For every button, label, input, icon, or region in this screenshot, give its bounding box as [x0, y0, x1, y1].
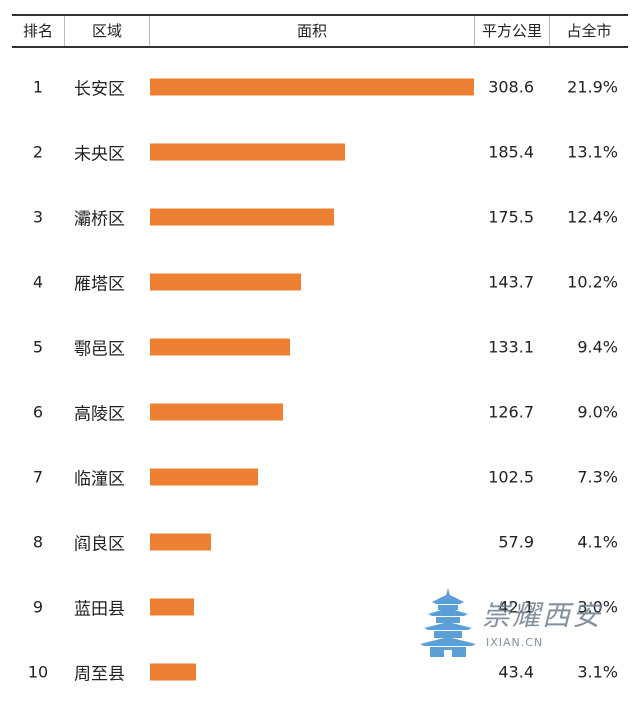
category-label: 周至县: [74, 664, 125, 684]
rank-label: 9: [32, 597, 44, 616]
category-label: 灞桥区: [74, 209, 125, 229]
value-label: 102.5: [488, 467, 534, 486]
header-unit: 平方公里: [481, 22, 542, 40]
value-label: 57.9: [498, 532, 534, 551]
bar: [150, 143, 345, 160]
watermark: 崇耀西安 IXIAN.CN: [420, 586, 640, 666]
share-label: 13.1%: [567, 142, 618, 161]
header-bottom-rule: [12, 46, 628, 48]
share-label: 21.9%: [567, 77, 618, 96]
rank-label: 1: [32, 77, 44, 96]
rank-label: 3: [32, 207, 44, 226]
share-label: 4.1%: [577, 532, 618, 551]
value-label: 143.7: [488, 272, 534, 291]
rank-label: 10: [27, 662, 49, 681]
table-row: 1 长安区 308.6 21.9%: [0, 54, 640, 119]
rank-label: 8: [32, 532, 44, 551]
category-label: 蓝田县: [74, 599, 125, 619]
tower-logo-icon: [420, 588, 476, 657]
bar: [150, 338, 290, 355]
value-label: 42.1: [498, 597, 534, 616]
value-label: 43.4: [498, 662, 534, 681]
header-region: 区域: [91, 22, 122, 40]
table-row: 9 蓝田县 42.1 3.0%: [0, 574, 640, 639]
header-share: 占全市: [566, 22, 612, 40]
bar: [150, 663, 196, 680]
category-label: 未央区: [74, 144, 125, 164]
share-label: 7.3%: [577, 467, 618, 486]
value-label: 126.7: [488, 402, 534, 421]
table-header: 排名 区域 面积 平方公里 占全市: [0, 0, 640, 48]
header-area: 面积: [296, 22, 327, 40]
table-row: 2 未央区 185.4 13.1%: [0, 119, 640, 184]
header-divider: [474, 16, 475, 46]
category-label: 高陵区: [74, 404, 125, 424]
bar: [150, 533, 211, 550]
category-label: 长安区: [74, 79, 125, 99]
category-label: 雁塔区: [74, 274, 125, 294]
rank-label: 6: [32, 402, 44, 421]
bar: [150, 468, 258, 485]
table-row: 4 雁塔区 143.7 10.2%: [0, 249, 640, 314]
category-label: 鄠邑区: [74, 339, 125, 359]
rank-label: 2: [32, 142, 44, 161]
watermark-title: 崇耀西安: [482, 599, 603, 632]
header-top-rule: [12, 14, 628, 16]
value-label: 133.1: [488, 337, 534, 356]
bar: [150, 403, 284, 420]
share-label: 10.2%: [567, 272, 618, 291]
value-label: 175.5: [488, 207, 534, 226]
value-label: 308.6: [488, 77, 534, 96]
share-label: 9.4%: [577, 337, 618, 356]
table-row: 6 高陵区 126.7 9.0%: [0, 379, 640, 444]
share-label: 9.0%: [577, 402, 618, 421]
table-row: 3 灞桥区 175.5 12.4%: [0, 184, 640, 249]
share-label: 3.0%: [577, 597, 618, 616]
value-label: 185.4: [488, 142, 534, 161]
table-row: 7 临潼区 102.5 7.3%: [0, 444, 640, 509]
bar: [150, 598, 195, 615]
header-divider: [64, 16, 65, 46]
watermark-url: IXIAN.CN: [486, 636, 544, 649]
share-label: 12.4%: [567, 207, 618, 226]
category-label: 临潼区: [74, 469, 125, 489]
bar: [150, 78, 474, 95]
share-label: 3.1%: [577, 662, 618, 681]
table-row: 5 鄠邑区 133.1 9.4%: [0, 314, 640, 379]
table-row: 10 周至县 43.4 3.1%: [0, 639, 640, 704]
rank-label: 7: [32, 467, 44, 486]
rank-label: 4: [32, 272, 44, 291]
category-label: 阎良区: [74, 534, 125, 554]
header-divider: [149, 16, 150, 46]
header-rank: 排名: [22, 22, 53, 40]
table-row: 8 阎良区 57.9 4.1%: [0, 509, 640, 574]
rank-label: 5: [32, 337, 44, 356]
bar: [150, 208, 335, 225]
bar: [150, 273, 301, 290]
header-divider: [549, 16, 550, 46]
